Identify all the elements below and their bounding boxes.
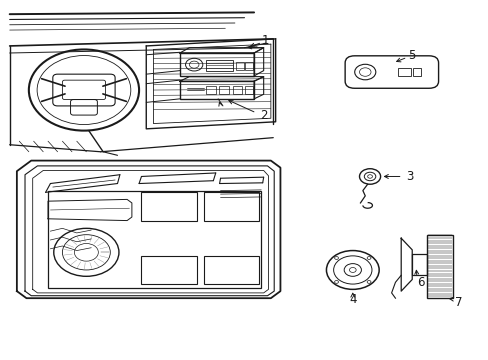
Bar [236, 62, 243, 69]
Text: 4: 4 [348, 293, 356, 306]
Bar [206, 86, 215, 94]
Bar [180, 81, 254, 99]
Bar [245, 86, 252, 94]
Bar [245, 62, 252, 69]
Bar [180, 53, 254, 76]
Bar [48, 190, 261, 288]
Text: 3: 3 [406, 170, 413, 183]
Bar [232, 86, 242, 94]
Text: 7: 7 [454, 296, 462, 309]
Bar [206, 60, 232, 71]
Text: 5: 5 [407, 49, 415, 62]
Bar [203, 256, 258, 284]
Text: 6: 6 [416, 276, 424, 289]
Bar [426, 235, 452, 298]
Bar [412, 68, 420, 76]
Text: 2: 2 [260, 109, 267, 122]
Bar [411, 254, 426, 275]
Text: 1: 1 [261, 34, 268, 47]
Bar [141, 192, 196, 221]
Bar [219, 86, 228, 94]
Bar [397, 68, 410, 76]
Bar [203, 192, 258, 221]
Bar [141, 256, 196, 284]
